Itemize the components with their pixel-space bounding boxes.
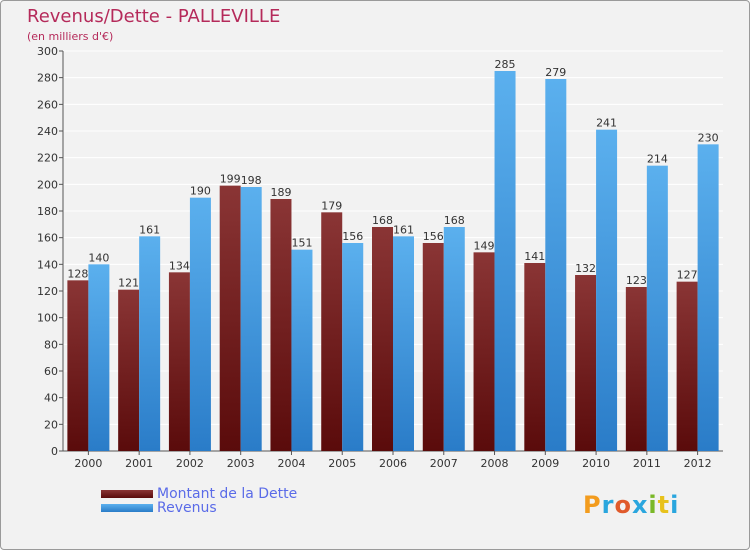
data-label-dette: 121 [118, 277, 139, 290]
y-tick-label: 120 [37, 285, 58, 298]
data-label-revenus: 230 [698, 131, 719, 144]
data-label-dette: 168 [372, 214, 393, 227]
x-tick-label: 2007 [430, 457, 458, 470]
bar-revenus [646, 165, 668, 451]
logo-letter: i [670, 491, 680, 519]
bar-revenus [342, 243, 364, 451]
bar-revenus [139, 236, 161, 451]
data-label-dette: 141 [524, 250, 545, 263]
data-label-dette: 132 [575, 262, 596, 275]
bar-dette [575, 275, 597, 451]
bar-dette [118, 289, 140, 451]
bar-dette [473, 252, 495, 451]
logo-letter: o [614, 491, 632, 519]
logo-letter: t [657, 491, 671, 519]
data-label-dette: 134 [169, 259, 190, 272]
data-label-dette: 123 [626, 274, 647, 287]
data-label-revenus: 285 [495, 58, 516, 71]
data-label-dette: 189 [270, 186, 291, 199]
y-tick-label: 140 [37, 258, 58, 271]
bar-revenus [443, 227, 465, 451]
x-tick-label: 2011 [633, 457, 661, 470]
x-tick-label: 2003 [227, 457, 255, 470]
legend-swatch-dette [101, 490, 153, 498]
bar-dette [321, 212, 343, 451]
bar-dette [524, 263, 546, 451]
data-label-revenus: 241 [596, 117, 617, 130]
bar-dette [422, 243, 444, 451]
data-label-dette: 179 [321, 199, 342, 212]
data-label-revenus: 140 [88, 251, 109, 264]
data-label-revenus: 151 [291, 237, 312, 250]
data-label-dette: 199 [220, 173, 241, 186]
data-label-revenus: 279 [545, 66, 566, 79]
chart-title: Revenus/Dette - PALLEVILLE [27, 6, 281, 27]
y-tick-label: 100 [37, 312, 58, 325]
y-tick-label: 20 [44, 418, 58, 431]
bar-revenus [291, 249, 313, 451]
data-label-revenus: 156 [342, 230, 363, 243]
y-tick-label: 40 [44, 392, 58, 405]
y-tick-label: 280 [37, 72, 58, 85]
x-tick-label: 2005 [328, 457, 356, 470]
proxiti-logo: Proxiti [583, 491, 679, 519]
data-label-revenus: 161 [139, 223, 160, 236]
y-tick-label: 80 [44, 338, 58, 351]
legend-swatch-revenus [101, 504, 153, 512]
y-tick-label: 300 [37, 45, 58, 58]
x-tick-label: 2006 [379, 457, 407, 470]
x-tick-label: 2010 [582, 457, 610, 470]
bar-dette [372, 227, 393, 451]
data-label-dette: 127 [677, 269, 698, 282]
data-label-revenus: 198 [241, 174, 262, 187]
bar-dette [625, 287, 647, 451]
chart-subtitle: (en milliers d'€) [27, 30, 114, 43]
y-tick-label: 220 [37, 152, 58, 165]
x-tick-label: 2001 [125, 457, 153, 470]
logo-letter: P [583, 491, 602, 519]
data-label-dette: 128 [67, 267, 88, 280]
legend-label-revenus: Revenus [157, 500, 217, 516]
data-label-revenus: 161 [393, 223, 414, 236]
bar-revenus [88, 264, 110, 451]
bar-revenus [393, 236, 414, 451]
x-tick-label: 2002 [176, 457, 204, 470]
logo-letter: x [631, 491, 649, 519]
y-tick-label: 260 [37, 98, 58, 111]
data-label-revenus: 190 [190, 185, 211, 198]
logo-letter: r [601, 491, 615, 519]
y-tick-label: 240 [37, 125, 58, 138]
y-tick-label: 160 [37, 232, 58, 245]
data-label-dette: 149 [474, 239, 495, 252]
bar-dette [676, 281, 698, 451]
bar-dette [67, 280, 89, 451]
data-label-dette: 156 [423, 230, 444, 243]
bar-dette [219, 185, 241, 451]
bar-dette [168, 272, 190, 451]
bar-revenus [240, 187, 262, 451]
x-tick-label: 2009 [531, 457, 559, 470]
bar-revenus [697, 144, 719, 452]
x-tick-label: 2008 [481, 457, 509, 470]
legend-label-dette: Montant de la Dette [157, 486, 298, 502]
bar-revenus [494, 71, 516, 451]
y-tick-label: 60 [44, 365, 58, 378]
data-label-revenus: 214 [647, 153, 668, 166]
x-tick-label: 2004 [277, 457, 305, 470]
y-tick-label: 180 [37, 205, 58, 218]
y-tick-label: 200 [37, 178, 58, 191]
y-tick-label: 0 [51, 445, 58, 458]
bar-dette [270, 199, 292, 451]
logo-letter: i [648, 491, 658, 519]
bar-revenus [596, 129, 618, 451]
data-label-revenus: 168 [444, 214, 465, 227]
x-tick-label: 2000 [74, 457, 102, 470]
bar-revenus [545, 79, 567, 451]
bar-revenus [189, 197, 211, 451]
x-tick-label: 2012 [684, 457, 712, 470]
